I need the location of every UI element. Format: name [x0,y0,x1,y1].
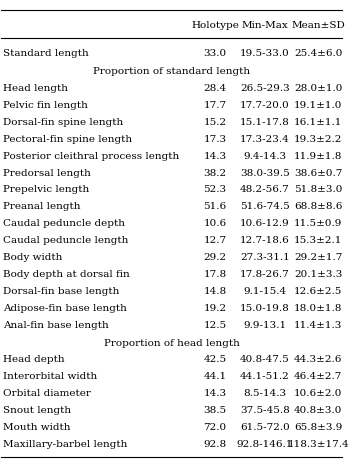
Text: 26.5-29.3: 26.5-29.3 [240,84,290,93]
Text: 17.8: 17.8 [203,269,226,279]
Text: Standard length: Standard length [3,49,89,58]
Text: 44.3±2.6: 44.3±2.6 [294,355,343,364]
Text: Pectoral-fin spine length: Pectoral-fin spine length [3,134,132,143]
Text: Caudal peduncle depth: Caudal peduncle depth [3,219,125,228]
Text: 9.4-14.3: 9.4-14.3 [243,151,286,160]
Text: 92.8-146.1: 92.8-146.1 [236,439,293,448]
Text: 38.2: 38.2 [203,168,226,177]
Text: 19.5-33.0: 19.5-33.0 [240,49,290,58]
Text: 51.6: 51.6 [203,202,226,211]
Text: 46.4±2.7: 46.4±2.7 [294,371,343,381]
Text: 72.0: 72.0 [203,422,226,431]
Text: Prepelvic length: Prepelvic length [3,185,89,194]
Text: 19.1±1.0: 19.1±1.0 [294,101,343,110]
Text: 16.1±1.1: 16.1±1.1 [294,118,343,127]
Text: Head length: Head length [3,84,68,93]
Text: Caudal peduncle length: Caudal peduncle length [3,235,129,245]
Text: 44.1: 44.1 [203,371,226,381]
Text: Posterior cleithral process length: Posterior cleithral process length [3,151,179,160]
Text: 11.9±1.8: 11.9±1.8 [294,151,343,160]
Text: Orbital diameter: Orbital diameter [3,388,91,397]
Text: 12.7: 12.7 [203,235,226,245]
Text: 17.8-26.7: 17.8-26.7 [240,269,290,279]
Text: 9.1-15.4: 9.1-15.4 [243,286,286,295]
Text: 38.5: 38.5 [203,405,226,414]
Text: 17.3: 17.3 [203,134,226,143]
Text: 12.5: 12.5 [203,320,226,329]
Text: Body depth at dorsal fin: Body depth at dorsal fin [3,269,130,279]
Text: 65.8±3.9: 65.8±3.9 [294,422,343,431]
Text: 37.5-45.8: 37.5-45.8 [240,405,290,414]
Text: Body width: Body width [3,252,62,262]
Text: 11.4±1.3: 11.4±1.3 [294,320,343,329]
Text: 29.2: 29.2 [203,252,226,262]
Text: Dorsal-fin spine length: Dorsal-fin spine length [3,118,123,127]
Text: 92.8: 92.8 [203,439,226,448]
Text: 10.6-12.9: 10.6-12.9 [240,219,290,228]
Text: 15.1-17.8: 15.1-17.8 [240,118,290,127]
Text: 18.0±1.8: 18.0±1.8 [294,303,343,312]
Text: Head depth: Head depth [3,355,65,364]
Text: 40.8±3.0: 40.8±3.0 [294,405,343,414]
Text: 17.7-20.0: 17.7-20.0 [240,101,290,110]
Text: Anal-fin base length: Anal-fin base length [3,320,109,329]
Text: 27.3-31.1: 27.3-31.1 [240,252,290,262]
Text: 14.3: 14.3 [203,388,226,397]
Text: 17.3-23.4: 17.3-23.4 [240,134,290,143]
Text: Interorbital width: Interorbital width [3,371,97,381]
Text: 68.8±8.6: 68.8±8.6 [294,202,343,211]
Text: 17.7: 17.7 [203,101,226,110]
Text: 10.6: 10.6 [203,219,226,228]
Text: 11.5±0.9: 11.5±0.9 [294,219,343,228]
Text: 10.6±2.0: 10.6±2.0 [294,388,343,397]
Text: 9.9-13.1: 9.9-13.1 [243,320,286,329]
Text: 51.8±3.0: 51.8±3.0 [294,185,343,194]
Text: Adipose-fin base length: Adipose-fin base length [3,303,127,312]
Text: Min-Max: Min-Max [241,21,288,30]
Text: 28.4: 28.4 [203,84,226,93]
Text: 61.5-72.0: 61.5-72.0 [240,422,290,431]
Text: Mean±SD: Mean±SD [291,21,345,30]
Text: 33.0: 33.0 [203,49,226,58]
Text: Snout length: Snout length [3,405,71,414]
Text: 14.3: 14.3 [203,151,226,160]
Text: 14.8: 14.8 [203,286,226,295]
Text: 15.0-19.8: 15.0-19.8 [240,303,290,312]
Text: Predorsal length: Predorsal length [3,168,91,177]
Text: 12.6±2.5: 12.6±2.5 [294,286,343,295]
Text: 38.0-39.5: 38.0-39.5 [240,168,290,177]
Text: 20.1±3.3: 20.1±3.3 [294,269,343,279]
Text: 15.3±2.1: 15.3±2.1 [294,235,343,245]
Text: 52.3: 52.3 [203,185,226,194]
Text: 19.2: 19.2 [203,303,226,312]
Text: Maxillary-barbel length: Maxillary-barbel length [3,439,127,448]
Text: 25.4±6.0: 25.4±6.0 [294,49,343,58]
Text: 15.2: 15.2 [203,118,226,127]
Text: 8.5-14.3: 8.5-14.3 [243,388,286,397]
Text: 19.3±2.2: 19.3±2.2 [294,134,343,143]
Text: 118.3±17.4: 118.3±17.4 [288,439,349,448]
Text: Proportion of head length: Proportion of head length [104,338,240,347]
Text: 44.1-51.2: 44.1-51.2 [240,371,290,381]
Text: 42.5: 42.5 [203,355,226,364]
Text: 28.0±1.0: 28.0±1.0 [294,84,343,93]
Text: 51.6-74.5: 51.6-74.5 [240,202,290,211]
Text: Preanal length: Preanal length [3,202,81,211]
Text: Dorsal-fin base length: Dorsal-fin base length [3,286,120,295]
Text: Proportion of standard length: Proportion of standard length [93,67,250,76]
Text: 29.2±1.7: 29.2±1.7 [294,252,343,262]
Text: 38.6±0.7: 38.6±0.7 [294,168,343,177]
Text: 48.2-56.7: 48.2-56.7 [240,185,290,194]
Text: Mouth width: Mouth width [3,422,71,431]
Text: 12.7-18.6: 12.7-18.6 [240,235,290,245]
Text: 40.8-47.5: 40.8-47.5 [240,355,290,364]
Text: Holotype: Holotype [191,21,239,30]
Text: Pelvic fin length: Pelvic fin length [3,101,88,110]
